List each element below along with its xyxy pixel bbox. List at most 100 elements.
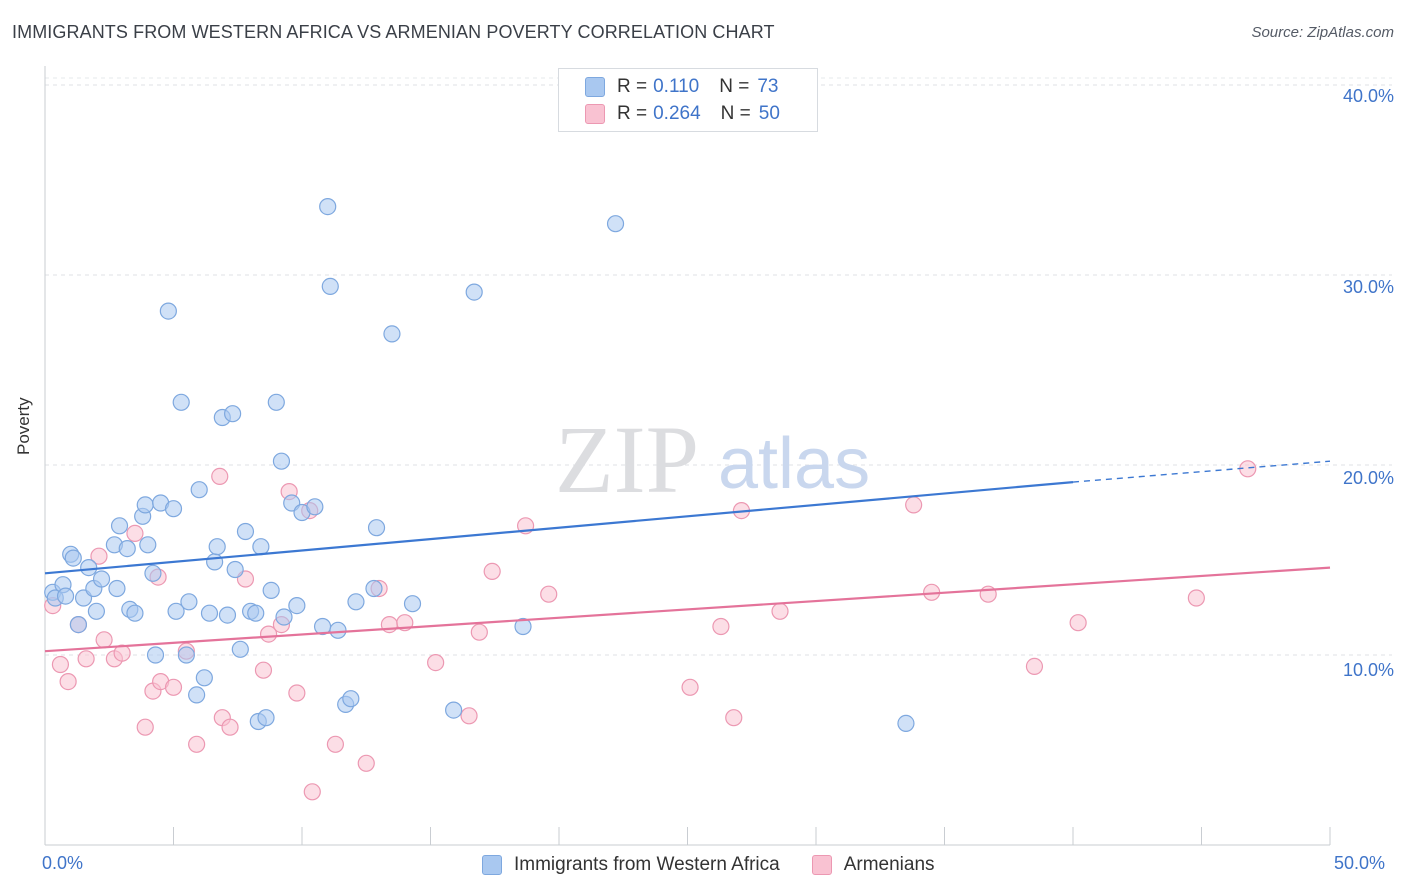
scatter-point [460, 707, 478, 725]
scatter-point [681, 678, 699, 696]
scatter-point [365, 579, 383, 598]
scatter-point [95, 631, 113, 649]
scatter-point [321, 277, 339, 295]
legend-series: Immigrants from Western Africa Armenians [482, 852, 967, 878]
scatter-point [347, 593, 365, 611]
scatter-point [92, 570, 111, 588]
scatter-point [427, 653, 445, 672]
legend-swatch-blue [482, 855, 502, 875]
scatter-point [108, 579, 126, 598]
scatter-point [771, 602, 789, 620]
y-tick-label: 40.0% [1342, 86, 1394, 106]
data-points [44, 198, 1257, 801]
scatter-point [288, 596, 306, 615]
scatter-point [190, 481, 208, 499]
source-label: Source: ZipAtlas.com [1251, 24, 1394, 41]
scatter-point [540, 585, 558, 603]
scatter-point [188, 686, 206, 704]
scatter-point [470, 623, 488, 641]
y-tick-label: 10.0% [1342, 660, 1394, 680]
scatter-point [606, 215, 625, 233]
r-value: 0.264 [653, 103, 701, 124]
trend-line [44, 481, 1074, 575]
watermark-zip: ZIP [555, 406, 699, 513]
scatter-point [126, 604, 144, 622]
legend-item-western-africa: Immigrants from Western Africa [482, 854, 780, 876]
scatter-point [51, 655, 70, 674]
scatter-point [319, 198, 337, 216]
scatter-point [188, 735, 206, 753]
legend-swatch-blue [585, 77, 605, 97]
y-tick-label: 20.0% [1342, 468, 1394, 488]
scatter-point [483, 562, 501, 581]
scatter-point [257, 709, 275, 727]
scatter-point [303, 783, 321, 801]
legend-swatch-pink [585, 104, 605, 124]
scatter-point [342, 690, 360, 708]
scatter-point [403, 595, 422, 613]
scatter-point [306, 498, 324, 516]
r-label: R = [617, 103, 648, 124]
legend-row-armenians: R = 0.264 N = 50 [585, 101, 780, 127]
scatter-point [465, 283, 483, 301]
scatter-point [159, 302, 177, 320]
scatter-point [200, 604, 219, 622]
scatter-point [80, 558, 98, 577]
scatter-point [136, 718, 154, 736]
legend-item-armenians: Armenians [811, 854, 935, 876]
scatter-point [1187, 589, 1205, 607]
n-label: N = [720, 103, 751, 124]
scatter-point [252, 538, 270, 556]
scatter-point [383, 325, 401, 343]
scatter-point [59, 672, 77, 691]
trend-lines [44, 460, 1331, 653]
scatter-point [139, 536, 157, 554]
scatter-point [272, 452, 291, 470]
scatter-point [329, 621, 347, 639]
x-tick-label: 0.0% [42, 853, 84, 873]
chart-title: IMMIGRANTS FROM WESTERN AFRICA VS ARMENI… [12, 22, 775, 42]
r-label: R = [617, 76, 648, 97]
scatter-point [110, 517, 129, 535]
legend-swatch-pink [811, 855, 832, 875]
scatter-point [146, 646, 165, 664]
scatter-point [275, 608, 293, 626]
legend-label: Immigrants from Western Africa [514, 854, 780, 875]
scatter-point [77, 650, 95, 668]
scatter-point [177, 646, 195, 664]
scatter-point [226, 560, 244, 579]
trend-line-extension [1072, 460, 1331, 483]
scatter-point [514, 617, 532, 636]
scatter-point [136, 496, 154, 514]
legend-stats: R = 0.110 N = 73 R = 0.264 N = 50 [558, 68, 818, 132]
scatter-point [905, 496, 923, 514]
scatter-point [208, 538, 226, 556]
scatter-point [357, 754, 375, 772]
scatter-point [221, 718, 239, 736]
scatter-point [180, 593, 198, 611]
scatter-point [712, 617, 730, 636]
scatter-point [367, 519, 386, 537]
x-tick-label: 50.0% [1334, 853, 1386, 873]
scatter-point [267, 393, 285, 411]
scatter-point [1025, 657, 1044, 676]
scatter-point [445, 701, 463, 719]
scatter-point [90, 547, 108, 565]
scatter-point [206, 553, 224, 571]
scatter-point [326, 735, 345, 753]
axes [44, 66, 1331, 846]
scatter-point [254, 661, 273, 679]
scatter-point [259, 625, 278, 643]
scatter-point [144, 564, 162, 582]
scatter-point [247, 604, 265, 622]
y-tick-label: 30.0% [1342, 277, 1394, 297]
scatter-point [725, 709, 743, 727]
scatter-point [262, 581, 280, 600]
scatter-point [288, 684, 306, 702]
n-value: 73 [757, 76, 779, 97]
watermark-atlas: atlas [718, 424, 870, 504]
scatter-point [118, 539, 136, 558]
scatter-point [164, 500, 183, 518]
scatter-point [195, 669, 213, 687]
scatter-point [231, 640, 249, 658]
